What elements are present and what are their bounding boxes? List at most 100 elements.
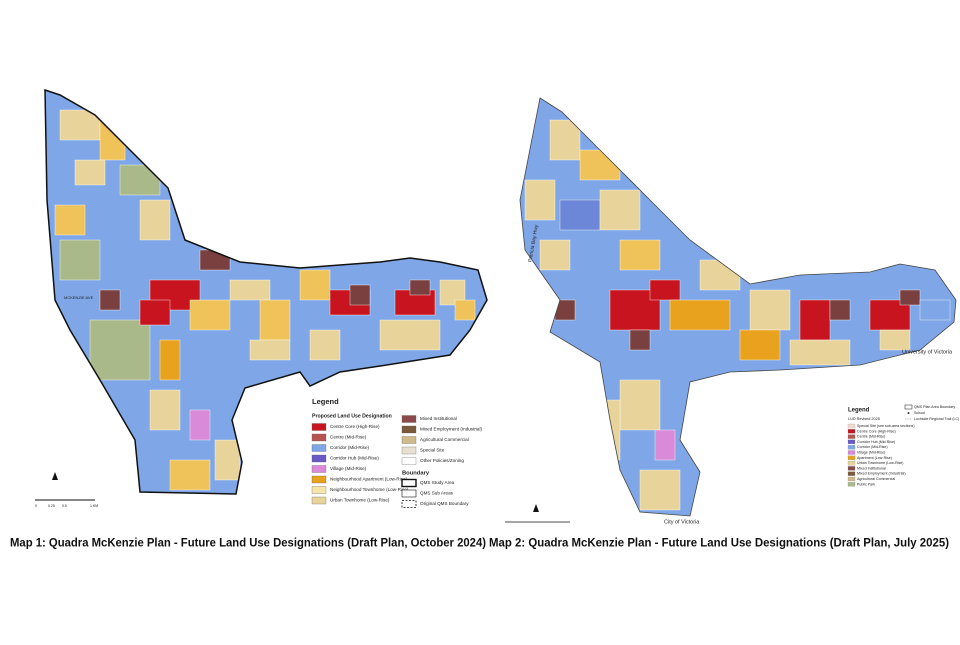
legend-label: Mixed Employment (Industrial) [857,472,906,476]
legend-swatch [401,415,417,423]
land-use-area [559,199,601,231]
land-use-area [139,199,171,241]
legend-label: Centre Core (High-Rise) [330,424,380,429]
land-use-area [159,339,181,381]
legend-swatch [847,445,856,450]
legend-swatch [311,465,327,473]
legend-swatch [847,476,856,482]
land-use-area [899,289,921,306]
legend-title: Legend [848,408,870,414]
land-use-area [59,239,101,281]
scale-label: 1 KM [90,504,98,508]
legend-label: Centre (Mid-Rise) [330,435,367,440]
land-use-area [669,299,731,331]
street-label: MCKENZIE AVE [64,295,94,300]
land-use-area [629,329,651,351]
legend-label: Neighbourhood Townhome (Low-Rise) [330,487,409,492]
land-use-area [554,299,576,321]
land-use-area [789,339,851,366]
legend-heading: LUD Revised 2025 [848,417,880,421]
map-1-boundary [44,88,488,495]
land-use-area [879,329,911,351]
land-use-area [579,149,621,181]
land-use-area [299,269,331,301]
land-use-area [679,199,701,231]
north-arrow [533,504,539,512]
legend-label: School [914,411,925,415]
legend-2: Legend LUD Revised 2025 Special Site (se… [847,404,959,487]
legend-label: Corridor (Mid-Rise) [330,445,370,450]
land-use-area [249,339,291,361]
land-use-area [99,119,126,161]
street-label: University of Victoria [902,349,953,355]
legend-swatch [847,455,856,460]
legend-label: QMS Study Area [420,480,455,485]
legend-1: Legend Proposed Land Use Designation Bou… [311,397,483,508]
land-use-area [619,379,661,431]
legend-label: Urban Townhome (Low-Rise) [857,461,903,465]
land-use-area [214,439,241,481]
land-use-area [639,469,681,511]
legend-swatch [311,486,327,494]
land-use-area [649,279,681,301]
land-use-area [654,429,676,461]
land-use-area [539,239,571,271]
legend-label: Special Site (see sub-area sections) [857,424,915,428]
land-use-area [379,319,441,351]
street-label: City of Victoria [664,519,700,525]
land-use-area [74,159,106,186]
legend-label: Mixed Institutional [857,466,886,470]
legend-heading: Boundary [402,471,430,477]
legend-swatch [311,433,327,442]
land-use-area [749,289,791,331]
land-use-area [189,299,231,331]
land-use-area [409,279,431,296]
map-2-boundary [519,97,957,517]
legend-swatch [401,446,417,455]
land-use-area [89,319,151,381]
north-arrow [52,472,58,480]
land-use-area [349,284,371,306]
legend-swatch [847,450,856,455]
land-use-area [149,389,181,431]
land-use-area [189,409,211,441]
legend-swatch [847,434,856,439]
land-use-area [619,239,661,271]
legend-swatch [904,404,913,410]
legend-swatch [401,457,417,465]
legend-swatch [311,444,327,452]
land-use-area [699,259,741,291]
legend-label: Neighbourhood Apartment (Low-Rise) [330,477,408,482]
land-use-area [549,119,581,161]
legend-label: Village (Mid-Rise) [330,466,367,471]
caption: Map 2: Quadra McKenzie Plan - Future Lan… [489,535,949,549]
land-use-area [199,249,231,271]
legend-swatch [401,436,417,444]
land-use-area [119,164,161,196]
legend-swatch [847,461,856,466]
legend-swatch [311,423,327,431]
scale-bar: 0 0.25 0.5 1 KM [35,472,570,523]
legend-label: Apartment (Low-Rise) [857,456,892,460]
land-use-area [919,299,951,321]
legend-swatch [311,454,327,463]
legend-label: Centre (Mid-Rise) [857,435,885,439]
legend-label: Centre Core (High-Rise) [857,429,896,433]
legend-label: Agricultural Commercial [857,477,895,481]
scale-label: 0.5 [62,504,67,508]
legend-swatch [907,412,910,414]
land-use-area [139,299,171,326]
legend-label: QMS Plan Area Boundary [914,405,955,409]
scale-label: 0 [35,504,37,508]
land-use-area [599,399,621,461]
legend-label: Corridor Hub (Mid-Rise) [330,456,379,461]
scale-label: 0.25 [48,504,55,508]
legend-swatch [401,478,417,488]
land-use-area [309,329,341,361]
land-use-area [799,299,831,341]
land-use-area [99,289,121,311]
land-use-area [59,109,101,141]
legend-swatch [847,429,856,434]
legend-label: Urban Townhome (Low-Rise) [330,498,390,503]
caption: Map 1: Quadra McKenzie Plan - Future Lan… [10,535,486,549]
